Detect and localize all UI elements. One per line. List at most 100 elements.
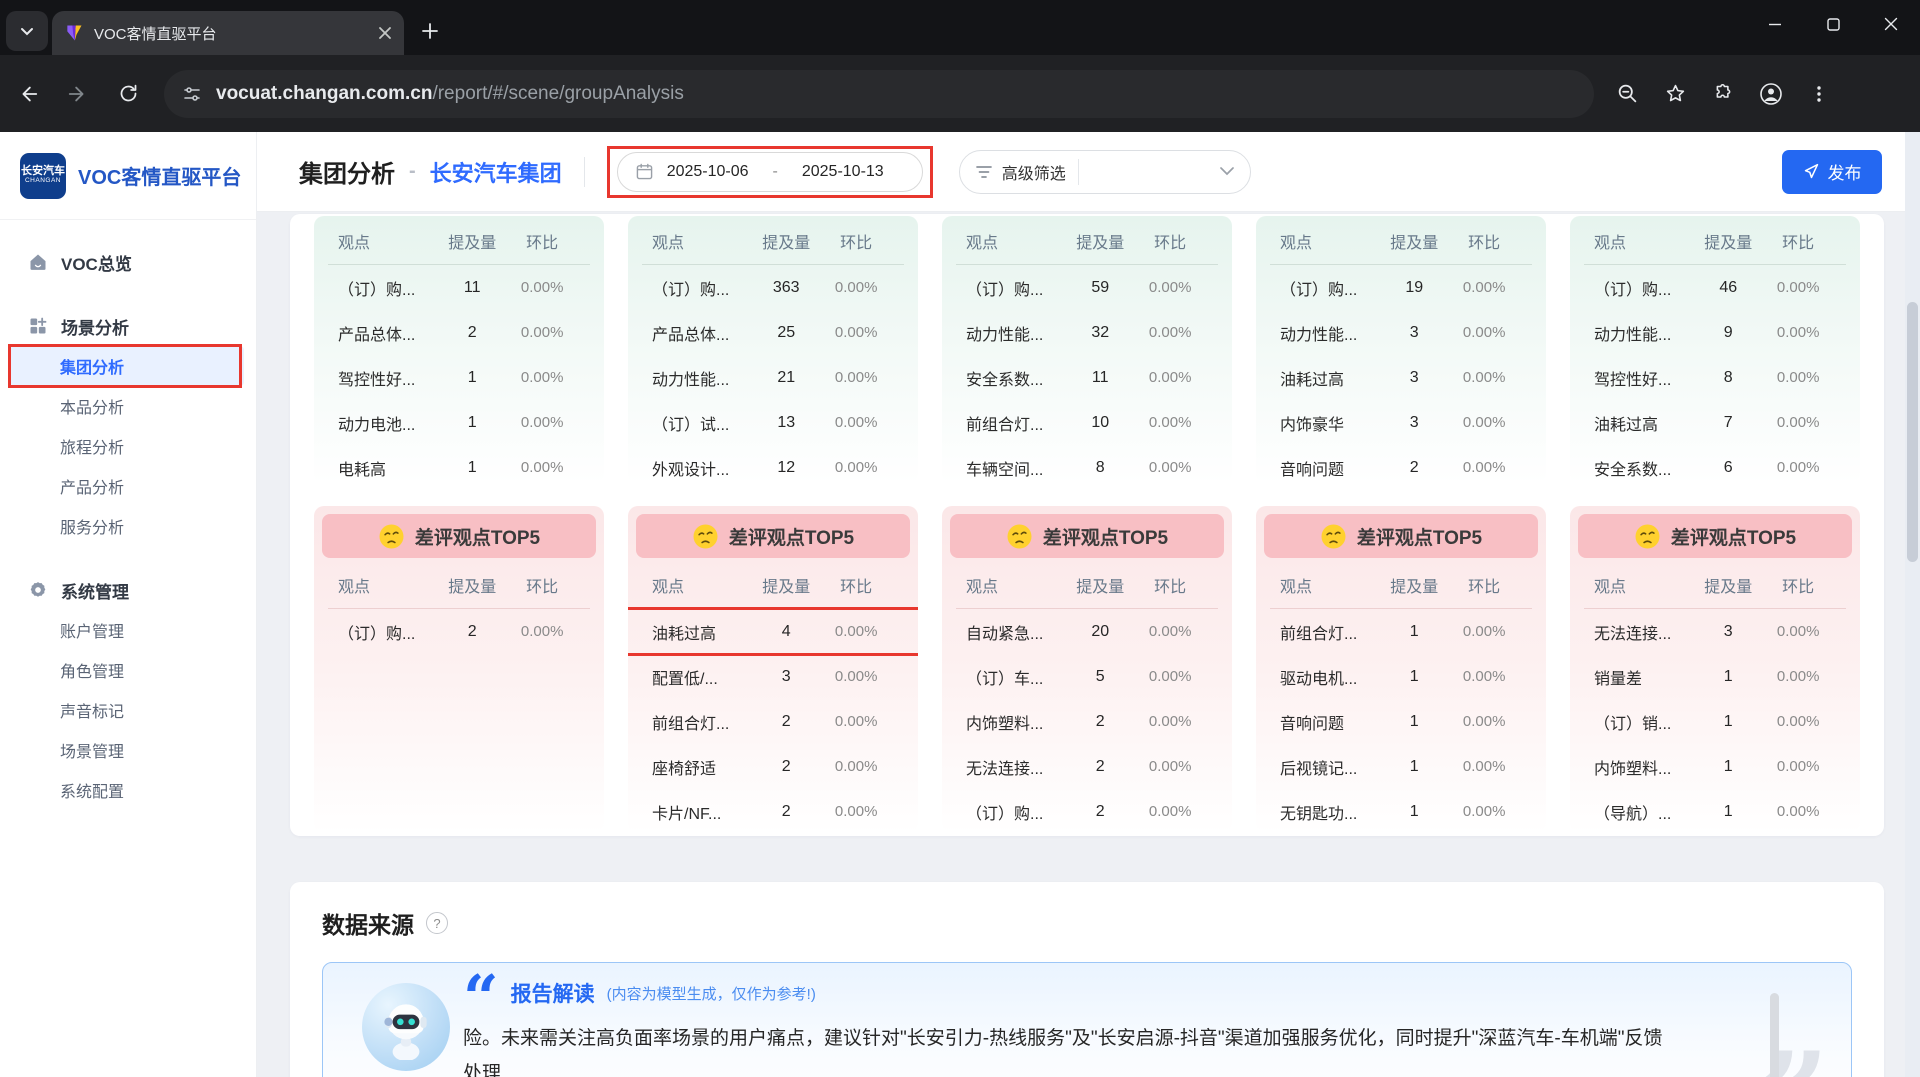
sidebar-item-1-4[interactable]: 服务分析 [60,520,125,537]
window-close-button[interactable] [1862,0,1920,48]
table-row[interactable]: 安全系数... 6 0.00% [1570,445,1860,484]
trend-cell: 0.00% [834,803,878,820]
table-row[interactable]: （订）购... 11 0.00% [314,265,604,310]
table-row[interactable]: （订）购... 2 0.00% [314,609,604,654]
table-row[interactable]: 音响问题 1 0.00% [1256,699,1546,744]
table-row[interactable]: 驾控性好... 1 0.00% [314,355,604,400]
table-row[interactable]: （订）购... 59 0.00% [942,265,1232,310]
tab-close-icon[interactable] [378,26,392,40]
date-end[interactable]: 2025-10-13 [801,162,884,180]
table-row[interactable]: 销量差 1 0.00% [1570,654,1860,699]
table-row[interactable]: （订）购... 46 0.00% [1570,265,1860,310]
sidebar-item-1-1[interactable]: 本品分析 [60,400,125,417]
sidebar-menu: VOC总览场景分析 集团分析本品分析旅程分析产品分析服务分析系统管理账户管理角色管… [0,220,256,810]
negative-opinions-table: 差评观点TOP5 观点 提及量 环比 油耗过高 4 0.00% 配置低/... 3 0.00% 前组… [628,506,918,833]
sidebar-item-2-1[interactable]: 角色管理 [60,664,125,681]
table-row[interactable]: 配置低/... 3 0.00% [628,654,918,699]
table-row[interactable]: 油耗过高 7 0.00% [1570,400,1860,445]
table-row[interactable]: 卡片/NF... 2 0.00% [628,789,918,833]
reload-button[interactable] [106,72,150,116]
mentions-cell: 2 [1095,712,1105,730]
publish-button[interactable]: 发布 [1782,149,1882,194]
trend-cell: 0.00% [1776,324,1820,341]
sidebar-group-label-1[interactable]: 场景分析 [0,306,256,346]
window-minimize-button[interactable] [1746,0,1804,48]
tab-search-button[interactable] [6,11,48,51]
table-row[interactable]: 电耗高 1 0.00% [314,445,604,484]
new-tab-button[interactable] [412,13,448,49]
table-row[interactable]: 音响问题 2 0.00% [1256,445,1546,484]
table-row[interactable]: 前组合灯... 2 0.00% [628,699,918,744]
bookmark-star-icon[interactable] [1654,73,1696,115]
table-row[interactable]: 无法连接... 3 0.00% [1570,609,1860,654]
table-row[interactable]: 驾控性好... 8 0.00% [1570,355,1860,400]
table-row[interactable]: 安全系数... 11 0.00% [942,355,1232,400]
table-row[interactable]: 无法连接... 2 0.00% [942,744,1232,789]
address-bar[interactable]: vocuat.changan.com.cn/report/#/scene/gro… [164,69,1594,118]
menu-kebab-icon[interactable] [1798,73,1840,115]
sidebar-item-2-4[interactable]: 系统配置 [60,784,125,801]
sidebar-group-label-0[interactable]: VOC总览 [0,242,256,282]
table-row[interactable]: 后视镜记... 1 0.00% [1256,744,1546,789]
sidebar-group-label-2[interactable]: 系统管理 [0,570,256,610]
sidebar-item-2-3[interactable]: 场景管理 [60,744,125,761]
table-row[interactable]: 动力性能... 21 0.00% [628,355,918,400]
publish-label: 发布 [1827,164,1862,183]
back-button[interactable] [6,72,50,116]
table-row[interactable]: 产品总体... 2 0.00% [314,310,604,355]
trend-cell: 0.00% [1462,324,1506,341]
report-scrollbar-thumb[interactable] [1770,993,1779,1077]
advanced-filter-select[interactable]: 高级筛选 [958,149,1251,194]
table-row[interactable]: 外观设计... 12 0.00% [628,445,918,484]
mentions-cell: 3 [781,667,791,685]
gear-icon [28,580,48,600]
sidebar-item-2-2[interactable]: 声音标记 [60,704,125,721]
page-scrollbar-thumb[interactable] [1907,302,1918,562]
table-row[interactable]: 内饰豪华 3 0.00% [1256,400,1546,445]
help-icon[interactable]: ? [426,912,448,934]
date-start[interactable]: 2025-10-06 [666,162,749,180]
browser-tab[interactable]: VOC客情直驱平台 [52,11,404,55]
datasource-title: 数据来源 [322,912,414,938]
table-row[interactable]: 动力性能... 9 0.00% [1570,310,1860,355]
sidebar-item-1-3[interactable]: 产品分析 [60,480,125,497]
profile-avatar-icon[interactable] [1750,73,1792,115]
table-row[interactable]: 内饰塑料... 2 0.00% [942,699,1232,744]
highlighted-table-row[interactable]: 油耗过高 4 0.00% [628,607,918,656]
table-row[interactable]: 自动紧急... 20 0.00% [942,609,1232,654]
table-row[interactable]: 前组合灯... 1 0.00% [1256,609,1546,654]
sidebar-item-2-0[interactable]: 账户管理 [60,624,125,641]
table-row[interactable]: 无钥匙功... 1 0.00% [1256,789,1546,833]
quote-icon: “ [463,962,499,1034]
table-row[interactable]: 车辆空间... 8 0.00% [942,445,1232,484]
opinion-cell: 驾控性好... [338,371,416,389]
sidebar-item-1-0[interactable]: 集团分析 [8,344,244,388]
trend-cell: 0.00% [520,324,564,341]
sidebar-item-1-2[interactable]: 旅程分析 [60,440,125,457]
date-range-picker[interactable]: 2025-10-06 - 2025-10-13 [616,151,923,192]
table-row[interactable]: （导航）... 1 0.00% [1570,789,1860,833]
table-row[interactable]: （订）试... 13 0.00% [628,400,918,445]
table-row[interactable]: （订）购... 363 0.00% [628,265,918,310]
table-row[interactable]: （订）销... 1 0.00% [1570,699,1860,744]
zoom-icon[interactable] [1606,73,1648,115]
table-row[interactable]: 动力性能... 3 0.00% [1256,310,1546,355]
table-row[interactable]: 座椅舒适 2 0.00% [628,744,918,789]
table-row[interactable]: 动力电池... 1 0.00% [314,400,604,445]
table-row[interactable]: 油耗过高 3 0.00% [1256,355,1546,400]
send-icon [1803,163,1820,180]
table-row[interactable]: （订）购... 19 0.00% [1256,265,1546,310]
table-header-row: 观点 提及量 环比 [642,560,904,609]
page-scrollbar-track[interactable] [1905,132,1920,1077]
table-row[interactable]: （订）购... 2 0.00% [942,789,1232,833]
table-row[interactable]: 产品总体... 25 0.00% [628,310,918,355]
table-row[interactable]: 驱动电机... 1 0.00% [1256,654,1546,699]
table-row[interactable]: 内饰塑料... 1 0.00% [1570,744,1860,789]
forward-button[interactable] [56,72,100,116]
table-row[interactable]: （订）车... 5 0.00% [942,654,1232,699]
table-row[interactable]: 前组合灯... 10 0.00% [942,400,1232,445]
window-maximize-button[interactable] [1804,0,1862,48]
site-settings-icon[interactable] [182,84,202,104]
extensions-puzzle-icon[interactable] [1702,73,1744,115]
table-row[interactable]: 动力性能... 32 0.00% [942,310,1232,355]
